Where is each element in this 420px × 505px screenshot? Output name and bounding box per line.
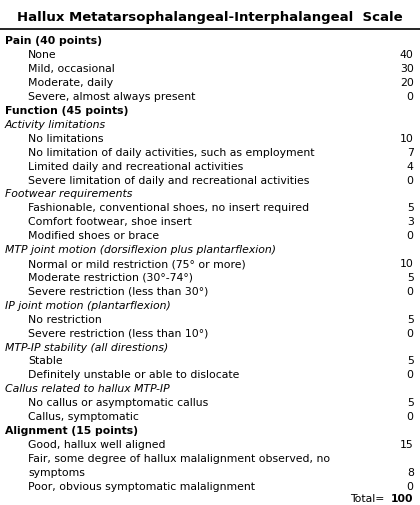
Text: Activity limitations: Activity limitations bbox=[5, 120, 106, 130]
Text: Modified shoes or brace: Modified shoes or brace bbox=[28, 231, 159, 241]
Text: Severe limitation of daily and recreational activities: Severe limitation of daily and recreatio… bbox=[28, 175, 310, 185]
Text: Callus, symptomatic: Callus, symptomatic bbox=[28, 411, 139, 421]
Text: MTP-IP stability (all direstions): MTP-IP stability (all direstions) bbox=[5, 342, 168, 352]
Text: 0: 0 bbox=[407, 231, 414, 241]
Text: 10: 10 bbox=[400, 133, 414, 143]
Text: 5: 5 bbox=[407, 314, 414, 324]
Text: Severe restriction (less than 30°): Severe restriction (less than 30°) bbox=[28, 286, 208, 296]
Text: 15: 15 bbox=[400, 439, 414, 449]
Text: Normal or mild restriction (75° or more): Normal or mild restriction (75° or more) bbox=[28, 259, 246, 269]
Text: 20: 20 bbox=[400, 78, 414, 88]
Text: IP joint motion (plantarflexion): IP joint motion (plantarflexion) bbox=[5, 300, 171, 310]
Text: Severe, almost always present: Severe, almost always present bbox=[28, 92, 196, 102]
Text: 5: 5 bbox=[407, 272, 414, 282]
Text: 40: 40 bbox=[400, 50, 414, 60]
Text: 0: 0 bbox=[407, 328, 414, 338]
Text: Poor, obvious symptomatic malalignment: Poor, obvious symptomatic malalignment bbox=[28, 481, 255, 491]
Text: Good, hallux well aligned: Good, hallux well aligned bbox=[28, 439, 165, 449]
Text: Total=: Total= bbox=[350, 492, 384, 502]
Text: No restriction: No restriction bbox=[28, 314, 102, 324]
Text: 0: 0 bbox=[407, 92, 414, 102]
Text: 0: 0 bbox=[407, 286, 414, 296]
Text: 7: 7 bbox=[407, 147, 414, 158]
Text: Pain (40 points): Pain (40 points) bbox=[5, 36, 102, 46]
Text: 10: 10 bbox=[400, 259, 414, 269]
Text: symptoms: symptoms bbox=[28, 467, 85, 477]
Text: No limitations: No limitations bbox=[28, 133, 104, 143]
Text: 5: 5 bbox=[407, 356, 414, 366]
Text: Alignment (15 points): Alignment (15 points) bbox=[5, 425, 138, 435]
Text: Moderate, daily: Moderate, daily bbox=[28, 78, 113, 88]
Text: MTP joint motion (dorsiflexion plus plantarflexion): MTP joint motion (dorsiflexion plus plan… bbox=[5, 244, 276, 255]
Text: Stable: Stable bbox=[28, 356, 63, 366]
Text: 100: 100 bbox=[391, 492, 414, 502]
Text: 0: 0 bbox=[407, 411, 414, 421]
Text: Footwear requirements: Footwear requirements bbox=[5, 189, 132, 199]
Text: 5: 5 bbox=[407, 397, 414, 408]
Text: Fair, some degree of hallux malalignment observed, no: Fair, some degree of hallux malalignment… bbox=[28, 453, 330, 463]
Text: Comfort footwear, shoe insert: Comfort footwear, shoe insert bbox=[28, 217, 192, 227]
Text: 0: 0 bbox=[407, 481, 414, 491]
Text: 4: 4 bbox=[407, 161, 414, 171]
Text: 3: 3 bbox=[407, 217, 414, 227]
Text: None: None bbox=[28, 50, 57, 60]
Text: Definitely unstable or able to dislocate: Definitely unstable or able to dislocate bbox=[28, 370, 239, 380]
Text: Severe restriction (less than 10°): Severe restriction (less than 10°) bbox=[28, 328, 208, 338]
Text: Limited daily and recreational activities: Limited daily and recreational activitie… bbox=[28, 161, 244, 171]
Text: Function (45 points): Function (45 points) bbox=[5, 106, 129, 116]
Text: 0: 0 bbox=[407, 175, 414, 185]
Text: 0: 0 bbox=[407, 370, 414, 380]
Text: Moderate restriction (30°-74°): Moderate restriction (30°-74°) bbox=[28, 272, 193, 282]
Text: Hallux Metatarsophalangeal-Interphalangeal  Scale: Hallux Metatarsophalangeal-Interphalange… bbox=[17, 11, 403, 24]
Text: Fashionable, conventional shoes, no insert required: Fashionable, conventional shoes, no inse… bbox=[28, 203, 309, 213]
Text: No limitation of daily activities, such as employment: No limitation of daily activities, such … bbox=[28, 147, 315, 158]
Text: 8: 8 bbox=[407, 467, 414, 477]
Text: 5: 5 bbox=[407, 203, 414, 213]
Text: 30: 30 bbox=[400, 64, 414, 74]
Text: Mild, occasional: Mild, occasional bbox=[28, 64, 115, 74]
Text: No callus or asymptomatic callus: No callus or asymptomatic callus bbox=[28, 397, 208, 408]
Text: Callus related to hallux MTP-IP: Callus related to hallux MTP-IP bbox=[5, 383, 170, 393]
